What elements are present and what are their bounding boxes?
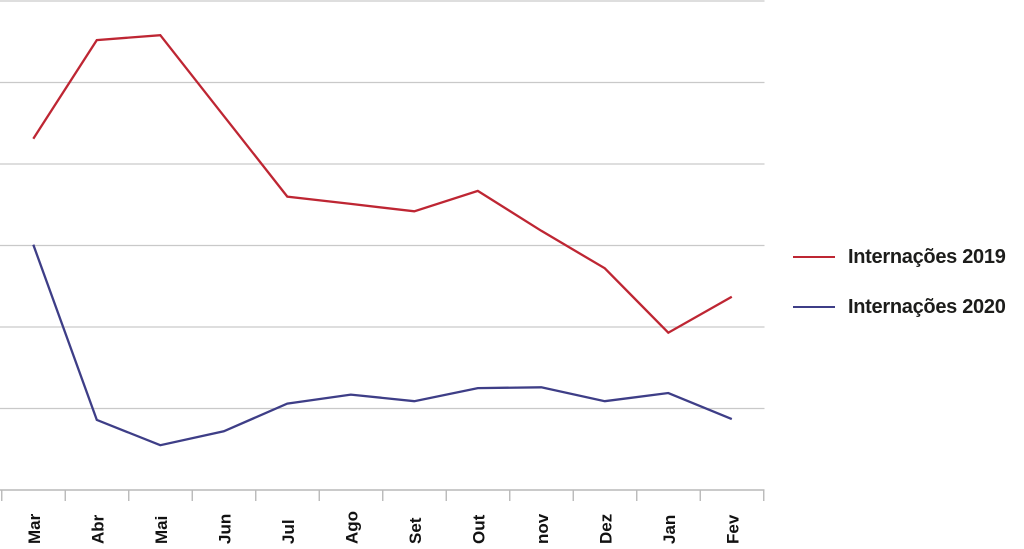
x-axis-label-dez: Dez [596,514,615,544]
x-axis-label-mai: Mai [152,516,171,544]
x-axis-label-mar: Mar [25,513,44,544]
x-axis-label-jun: Jun [215,514,234,544]
legend: Internações 2019 Internações 2020 [793,243,1006,321]
legend-item-2019: Internações 2019 [793,243,1006,271]
x-axis-label-out: Out [469,514,488,544]
legend-swatch-2020-icon [793,306,835,308]
x-axis-label-jan: Jan [660,515,679,544]
legend-item-2020: Internações 2020 [793,293,1006,321]
series-line-2019 [32,34,733,335]
series-line-2020 [32,244,733,447]
x-axis-label-ago: Ago [342,511,361,544]
x-axis-label-jul: Jul [279,519,298,544]
legend-swatch-2019-icon [793,256,835,258]
x-axis-label-set: Set [406,517,425,544]
x-axis-label-fev: Fev [723,514,742,544]
legend-label-2019: Internações 2019 [848,245,1006,268]
legend-label-2020: Internações 2020 [848,295,1006,318]
x-axis-label-abr: Abr [88,514,107,544]
x-axis-label-nov: nov [533,513,552,544]
